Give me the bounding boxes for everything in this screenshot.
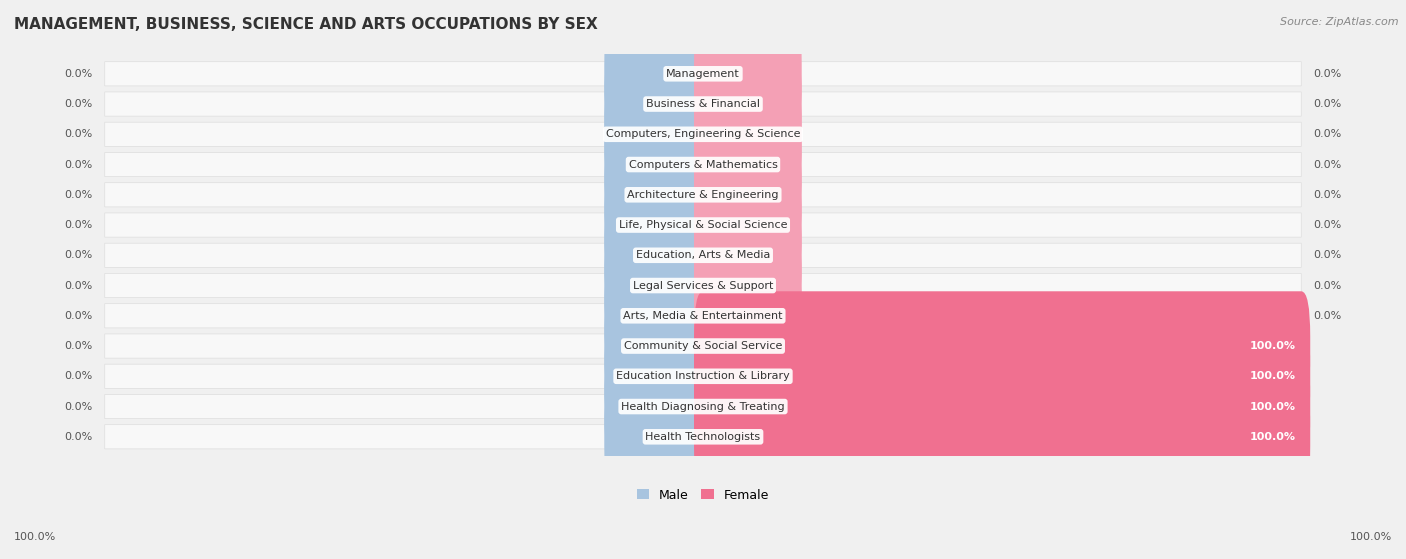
FancyBboxPatch shape (605, 170, 711, 280)
FancyBboxPatch shape (104, 122, 1302, 146)
FancyBboxPatch shape (695, 352, 1310, 461)
FancyBboxPatch shape (605, 201, 711, 310)
Text: 0.0%: 0.0% (1313, 311, 1341, 321)
Text: 100.0%: 100.0% (1250, 401, 1295, 411)
Text: Architecture & Engineering: Architecture & Engineering (627, 190, 779, 200)
Text: Source: ZipAtlas.com: Source: ZipAtlas.com (1281, 17, 1399, 27)
Text: Computers & Mathematics: Computers & Mathematics (628, 159, 778, 169)
Text: 100.0%: 100.0% (1250, 341, 1295, 351)
Text: 0.0%: 0.0% (65, 401, 93, 411)
Text: 0.0%: 0.0% (65, 69, 93, 79)
FancyBboxPatch shape (104, 395, 1302, 419)
FancyBboxPatch shape (605, 261, 711, 371)
FancyBboxPatch shape (695, 201, 801, 310)
FancyBboxPatch shape (695, 49, 801, 159)
FancyBboxPatch shape (104, 425, 1302, 449)
Text: Life, Physical & Social Science: Life, Physical & Social Science (619, 220, 787, 230)
Text: Education, Arts & Media: Education, Arts & Media (636, 250, 770, 260)
FancyBboxPatch shape (104, 334, 1302, 358)
Text: 100.0%: 100.0% (14, 532, 56, 542)
Text: 0.0%: 0.0% (65, 371, 93, 381)
Text: 0.0%: 0.0% (1313, 159, 1341, 169)
Text: 0.0%: 0.0% (1313, 190, 1341, 200)
FancyBboxPatch shape (104, 153, 1302, 177)
Text: 0.0%: 0.0% (65, 220, 93, 230)
FancyBboxPatch shape (695, 79, 801, 189)
FancyBboxPatch shape (605, 231, 711, 340)
FancyBboxPatch shape (104, 92, 1302, 116)
FancyBboxPatch shape (695, 291, 1310, 401)
FancyBboxPatch shape (104, 304, 1302, 328)
Text: 0.0%: 0.0% (65, 281, 93, 291)
FancyBboxPatch shape (695, 231, 801, 340)
Text: 0.0%: 0.0% (1313, 69, 1341, 79)
FancyBboxPatch shape (104, 61, 1302, 86)
Text: Management: Management (666, 69, 740, 79)
Text: 100.0%: 100.0% (1250, 432, 1295, 442)
Text: 0.0%: 0.0% (65, 99, 93, 109)
Text: Health Diagnosing & Treating: Health Diagnosing & Treating (621, 401, 785, 411)
Text: 0.0%: 0.0% (65, 311, 93, 321)
FancyBboxPatch shape (104, 183, 1302, 207)
Text: 0.0%: 0.0% (65, 341, 93, 351)
Text: 0.0%: 0.0% (65, 129, 93, 139)
Text: 0.0%: 0.0% (65, 159, 93, 169)
Text: Community & Social Service: Community & Social Service (624, 341, 782, 351)
Text: 0.0%: 0.0% (1313, 281, 1341, 291)
Text: 0.0%: 0.0% (65, 190, 93, 200)
Text: MANAGEMENT, BUSINESS, SCIENCE AND ARTS OCCUPATIONS BY SEX: MANAGEMENT, BUSINESS, SCIENCE AND ARTS O… (14, 17, 598, 32)
FancyBboxPatch shape (695, 110, 801, 219)
FancyBboxPatch shape (104, 273, 1302, 297)
Text: 0.0%: 0.0% (65, 250, 93, 260)
Text: 0.0%: 0.0% (1313, 99, 1341, 109)
Text: 0.0%: 0.0% (1313, 220, 1341, 230)
FancyBboxPatch shape (695, 140, 801, 249)
FancyBboxPatch shape (695, 261, 801, 371)
FancyBboxPatch shape (104, 243, 1302, 267)
FancyBboxPatch shape (695, 321, 1310, 431)
Legend: Male, Female: Male, Female (631, 484, 775, 506)
Text: 0.0%: 0.0% (1313, 250, 1341, 260)
FancyBboxPatch shape (695, 382, 1310, 491)
Text: 100.0%: 100.0% (1350, 532, 1392, 542)
Text: 0.0%: 0.0% (65, 432, 93, 442)
FancyBboxPatch shape (605, 352, 711, 461)
FancyBboxPatch shape (605, 19, 711, 129)
FancyBboxPatch shape (605, 321, 711, 431)
Text: 100.0%: 100.0% (1250, 371, 1295, 381)
Text: Arts, Media & Entertainment: Arts, Media & Entertainment (623, 311, 783, 321)
Text: Legal Services & Support: Legal Services & Support (633, 281, 773, 291)
Text: Business & Financial: Business & Financial (645, 99, 761, 109)
FancyBboxPatch shape (605, 49, 711, 159)
FancyBboxPatch shape (605, 110, 711, 219)
FancyBboxPatch shape (104, 364, 1302, 389)
Text: 0.0%: 0.0% (1313, 129, 1341, 139)
FancyBboxPatch shape (605, 382, 711, 491)
FancyBboxPatch shape (605, 291, 711, 401)
FancyBboxPatch shape (605, 79, 711, 189)
FancyBboxPatch shape (695, 170, 801, 280)
Text: Education Instruction & Library: Education Instruction & Library (616, 371, 790, 381)
FancyBboxPatch shape (104, 213, 1302, 237)
FancyBboxPatch shape (695, 19, 801, 129)
Text: Health Technologists: Health Technologists (645, 432, 761, 442)
FancyBboxPatch shape (605, 140, 711, 249)
Text: Computers, Engineering & Science: Computers, Engineering & Science (606, 129, 800, 139)
